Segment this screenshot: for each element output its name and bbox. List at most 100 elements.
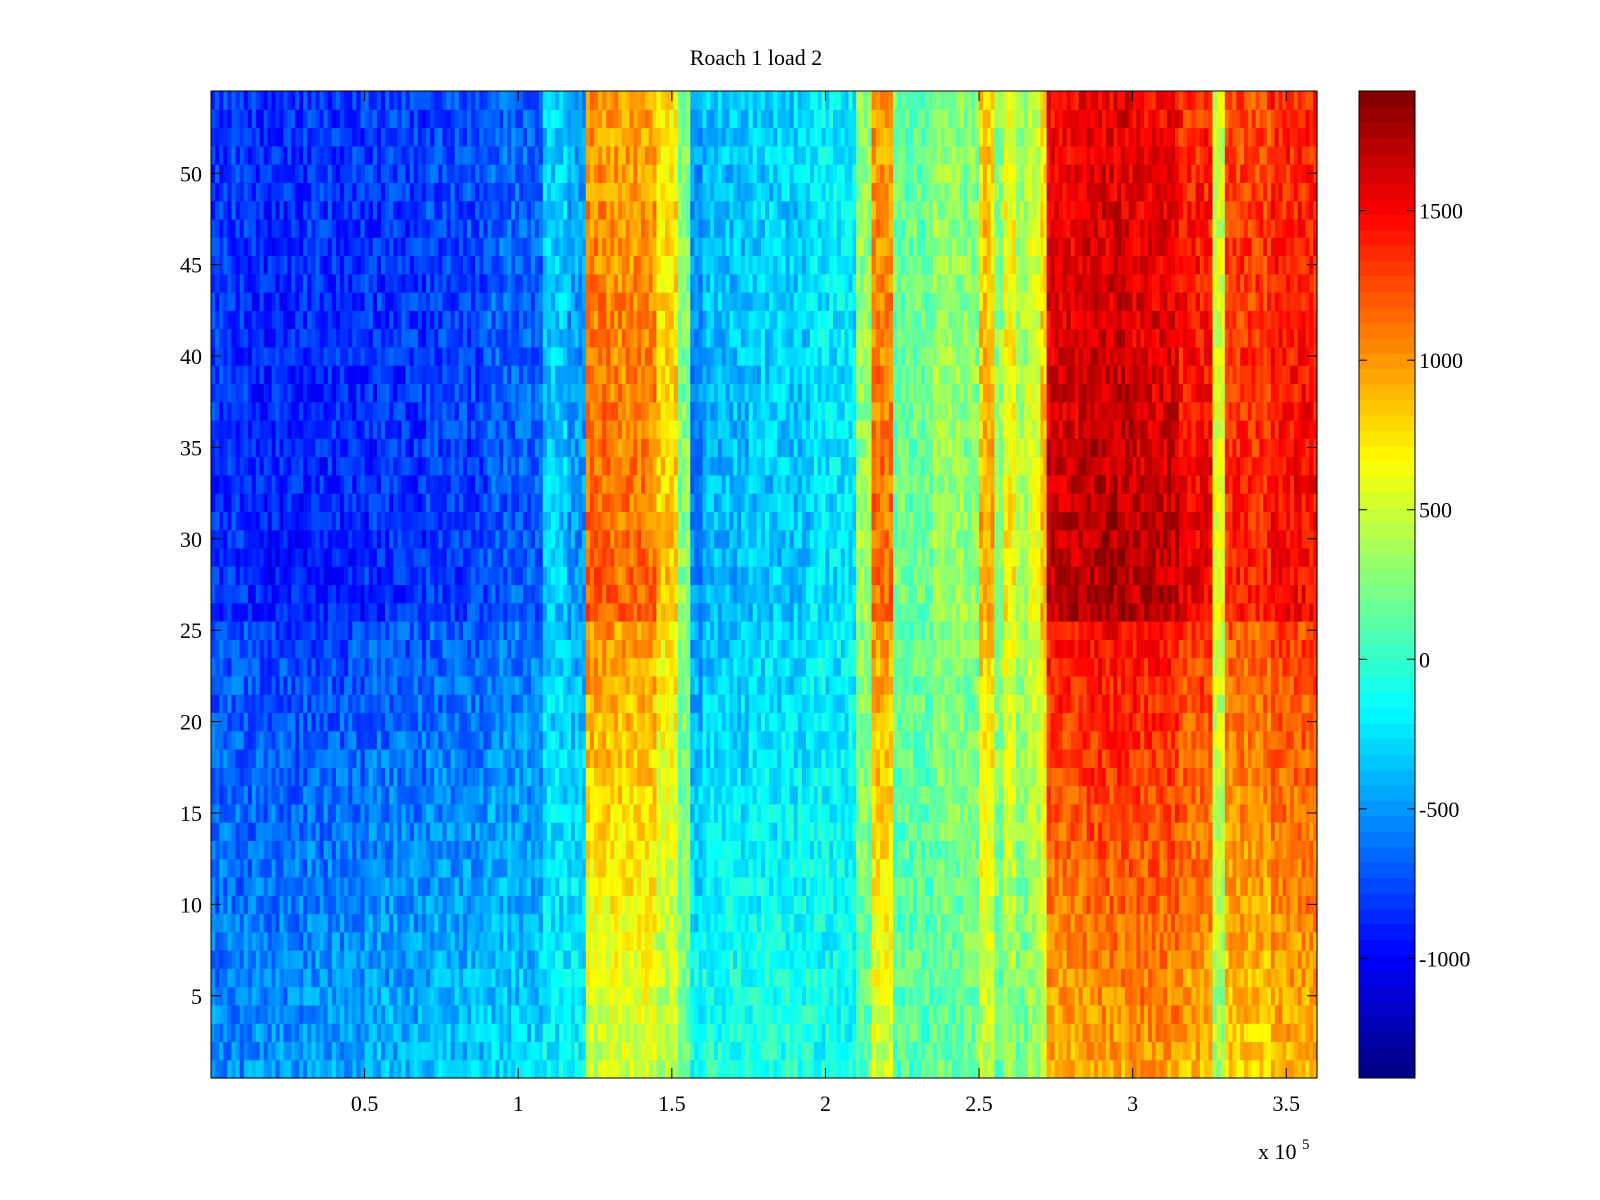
heatmap-cell [434,273,439,293]
heatmap-cell [368,182,374,202]
heatmap-cell [311,968,317,988]
heatmap-cell [344,310,349,330]
heatmap-cell [499,547,504,567]
heatmap-cell [291,109,296,129]
heatmap-cell [295,182,300,202]
heatmap-cell [356,730,362,750]
heatmap-cell [534,200,540,220]
heatmap-cell [255,895,261,915]
heatmap-cell [499,145,504,165]
heatmap-cell [360,785,366,805]
heatmap-cell [235,1004,241,1024]
heatmap-cell [487,237,493,257]
heatmap-cell [426,694,431,714]
heatmap-cell [413,420,419,439]
heatmap-cell [385,876,390,896]
heatmap-cell [519,950,524,969]
heatmap-cell [417,547,423,567]
heatmap-cell [231,822,237,841]
heatmap-cell [567,511,572,531]
heatmap-cell [462,328,468,348]
heatmap-cell [430,1059,435,1079]
heatmap-cell [385,237,390,257]
heatmap-cell [454,218,460,238]
heatmap-cell [475,346,480,366]
heatmap-cell [530,547,536,567]
heatmap-cell [227,675,233,695]
heatmap-cell [413,109,419,129]
heatmap-cell [483,730,489,750]
heatmap-cell [227,145,233,165]
heatmap-cell [247,1023,253,1043]
heatmap-cell [279,310,285,330]
heatmap-cell [499,803,504,823]
heatmap-cell [364,602,370,622]
heatmap-cell [546,968,552,988]
heatmap-cell [307,822,312,841]
heatmap-cell [503,895,508,915]
heatmap-cell [483,931,489,951]
heatmap-cell [582,822,587,841]
heatmap-cell [311,255,317,275]
heatmap-cell [495,840,500,860]
heatmap-cell [555,876,560,896]
heatmap-cell [251,365,257,385]
heatmap-cell [479,310,485,330]
heatmap-cell [315,712,321,732]
heatmap-cell [542,420,548,439]
heatmap-cell [311,511,317,531]
heatmap-cell [479,657,485,677]
heatmap-cell [563,968,568,988]
heatmap-cell [259,1041,265,1061]
heatmap-cell [283,145,288,165]
heatmap-cell [534,255,540,275]
heatmap-cell [405,1023,411,1043]
heatmap-cell [223,986,228,1006]
heatmap-cell [442,346,448,366]
heatmap-cell [319,218,325,238]
heatmap-cell [372,529,378,549]
heatmap-cell [495,694,500,714]
heatmap-cell [534,785,540,805]
heatmap-cell [491,474,496,494]
heatmap-cell [446,840,452,860]
heatmap-cell [251,657,257,677]
heatmap-cell [499,675,504,695]
heatmap-cell [567,657,572,677]
heatmap-cell [542,675,548,695]
heatmap-cell [519,182,524,202]
heatmap-cell [421,968,427,988]
heatmap-cell [255,420,261,439]
heatmap-cell [542,328,548,348]
heatmap-cell [483,346,489,366]
heatmap-cell [434,182,439,202]
heatmap-cell [417,584,423,604]
heatmap-cell [462,255,468,275]
heatmap-cell [251,255,257,275]
heatmap-cell [426,803,431,823]
heatmap-cell [323,675,329,695]
heatmap-cell [231,346,237,366]
heatmap-cell [267,255,273,275]
heatmap-cell [446,383,452,403]
heatmap-cell [421,602,427,622]
heatmap-cell [515,328,520,348]
heatmap-cell [385,474,390,494]
heatmap-cell [450,584,456,604]
heatmap-cell [227,292,233,311]
heatmap-cell [295,547,300,567]
heatmap-cell [259,566,265,586]
heatmap-cell [263,420,269,439]
heatmap-cell [409,584,415,604]
heatmap-cell [574,438,580,458]
heatmap-cell [211,840,216,860]
heatmap-cell [331,310,337,330]
heatmap-cell [271,968,277,988]
heatmap-cell [542,109,548,129]
heatmap-cell [567,200,572,220]
heatmap-cell [327,931,333,951]
heatmap-cell [227,237,233,257]
heatmap-cell [405,365,411,385]
heatmap-cell [385,218,390,238]
heatmap-cell [263,968,269,988]
